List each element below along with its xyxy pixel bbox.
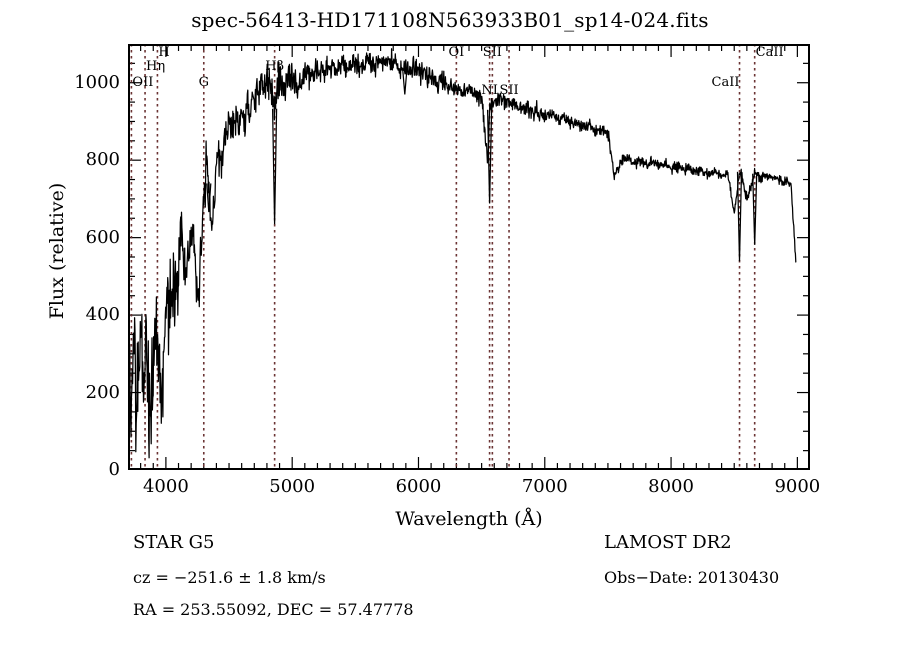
plot-canvas [128, 44, 810, 470]
x-tick-label: 4000 [142, 476, 189, 497]
spectral-line-label: SII [482, 45, 502, 60]
spectrum-svg [128, 44, 810, 470]
y-tick-label: 1000 [74, 71, 120, 93]
plot-area [128, 44, 810, 470]
spectral-line-label: NI [481, 83, 498, 98]
x-axis-label: Wavelength (Å) [395, 508, 543, 530]
spectral-line-label: OII [132, 75, 154, 90]
y-tick-label: 400 [85, 304, 120, 326]
x-tick-label: 6000 [395, 476, 442, 497]
coordinates: RA = 253.55092, DEC = 57.47778 [133, 600, 414, 619]
object-type: STAR G5 [133, 532, 215, 553]
survey-name: LAMOST DR2 [604, 532, 732, 553]
x-tick-label: 5000 [269, 476, 316, 497]
redshift-cz: cz = −251.6 ± 1.8 km/s [133, 568, 326, 587]
y-tick-label: 200 [85, 381, 120, 403]
spectral-line-label: SII [499, 83, 519, 98]
spectral-line-label: CaII [711, 75, 740, 90]
x-tick-label: 7000 [521, 476, 568, 497]
x-axis-tick-labels: 4000 5000 6000 7000 8000 9000 [0, 478, 900, 504]
metadata-block: STAR G5 cz = −251.6 ± 1.8 km/s RA = 253.… [0, 532, 900, 642]
spectral-line-label: G [198, 75, 209, 90]
spectral-line-label: Hβ [265, 59, 285, 74]
obs-date: Obs−Date: 20130430 [604, 568, 780, 587]
y-axis-tick-labels: 0 200 400 600 800 1000 [48, 0, 120, 649]
y-tick-label: 800 [85, 149, 120, 171]
figure-title: spec-56413-HD171108N563933B01_sp14-024.f… [191, 8, 709, 32]
x-tick-label: 8000 [648, 476, 694, 497]
spectral-line-label: H [158, 45, 170, 60]
y-tick-label: 0 [108, 459, 120, 480]
x-tick-label: 9000 [774, 476, 821, 497]
spectral-line-label: CaII [755, 45, 784, 60]
spectral-line-label: Hη [146, 59, 166, 74]
y-tick-label: 600 [85, 226, 120, 248]
spectral-line-label: OI [448, 45, 465, 60]
